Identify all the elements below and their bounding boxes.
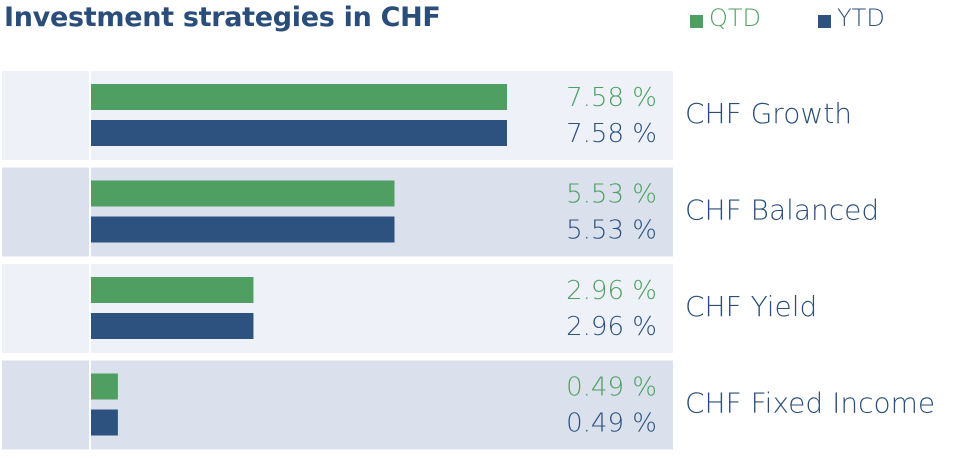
legend-label-qtd: QTD (709, 4, 762, 32)
value-label-qtd: 0.49 % (566, 373, 657, 403)
chart-title: Investment strategies in CHF (4, 2, 441, 33)
value-label-ytd: 5.53 % (566, 216, 657, 246)
bar-ytd-3 (91, 409, 118, 436)
value-label-qtd: 7.58 % (566, 83, 657, 113)
value-label-ytd: 7.58 % (566, 119, 657, 149)
bar-qtd-2 (91, 277, 254, 303)
bar-ytd-1 (91, 216, 395, 243)
value-label-ytd: 0.49 % (566, 409, 657, 439)
legend-item-ytd: YTD (818, 4, 885, 32)
category-label: CHF Balanced (685, 194, 879, 227)
category-label: CHF Yield (685, 290, 817, 323)
value-label-qtd: 2.96 % (566, 276, 657, 306)
bar-qtd-0 (91, 84, 507, 110)
legend-swatch-ytd (818, 14, 831, 28)
value-label-ytd: 2.96 % (566, 312, 657, 342)
bar-ytd-0 (91, 120, 507, 146)
legend-swatch-qtd (690, 14, 703, 28)
bar-qtd-1 (91, 180, 395, 207)
bar-qtd-3 (91, 373, 118, 400)
value-label-qtd: 5.53 % (566, 180, 657, 210)
legend-item-qtd: QTD (690, 4, 761, 32)
bar-ytd-2 (91, 313, 254, 339)
category-label: CHF Fixed Income (685, 387, 935, 420)
legend-label-ytd: YTD (837, 4, 885, 32)
category-label: CHF Growth (685, 97, 852, 130)
